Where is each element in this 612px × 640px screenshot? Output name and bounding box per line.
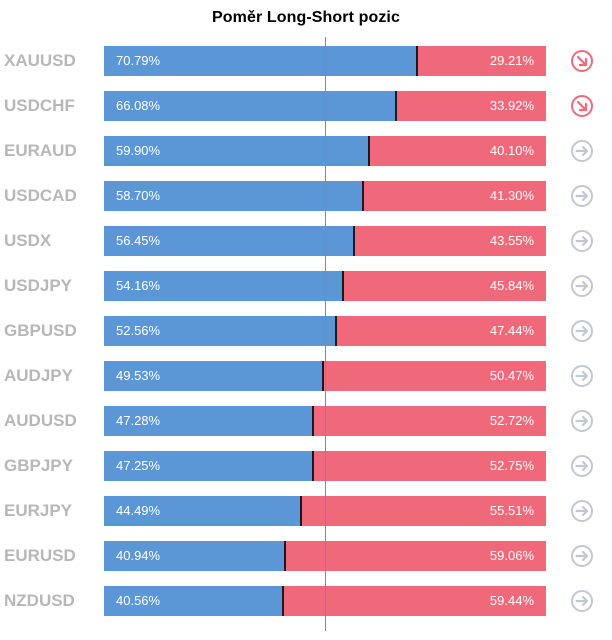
arrow-right-icon [571, 275, 593, 297]
long-bar [104, 136, 369, 166]
long-value-label: 49.53% [116, 368, 161, 383]
short-value-label: 59.44% [489, 593, 534, 608]
bar-divider [367, 136, 370, 166]
long-value-label: 40.56% [116, 593, 161, 608]
pair-label: EURUSD [4, 546, 76, 565]
pair-label: EURAUD [4, 141, 77, 160]
long-value-label: 44.49% [116, 503, 161, 518]
long-value-label: 54.16% [116, 278, 161, 293]
short-bar [312, 451, 546, 481]
short-bar [322, 361, 546, 391]
reference-line-50 [325, 37, 326, 631]
long-bar [104, 226, 354, 256]
long-value-label: 66.08% [116, 98, 161, 113]
short-bar [343, 271, 546, 301]
short-value-label: 55.51% [489, 503, 534, 518]
long-value-label: 52.56% [116, 323, 161, 338]
long-bar [104, 451, 313, 481]
short-value-label: 59.06% [489, 548, 534, 563]
short-value-label: 40.10% [489, 143, 534, 158]
short-value-label: 29.21% [489, 53, 534, 68]
short-bar [283, 586, 546, 616]
bar-divider [362, 181, 365, 211]
long-value-label: 59.90% [116, 143, 161, 158]
short-bar [368, 136, 546, 166]
arrow-down-right-icon [571, 95, 593, 117]
pair-label: GBPUSD [4, 321, 77, 340]
short-bar [416, 46, 546, 76]
arrow-right-icon [571, 545, 593, 567]
arrow-right-icon [571, 410, 593, 432]
short-bar [284, 541, 546, 571]
long-bar [104, 586, 284, 616]
long-bar [104, 181, 364, 211]
short-value-label: 41.30% [489, 188, 534, 203]
chart-title: Poměr Long-Short pozic [212, 9, 400, 26]
short-value-label: 45.84% [489, 278, 534, 293]
arrow-right-icon [571, 230, 593, 252]
long-bar [104, 271, 344, 301]
bar-divider [335, 316, 338, 346]
long-value-label: 47.28% [116, 413, 161, 428]
arrow-right-icon [571, 455, 593, 477]
pair-label: NZDUSD [4, 591, 75, 610]
bar-divider [342, 271, 345, 301]
long-bar [104, 361, 323, 391]
pair-label: USDCAD [4, 186, 77, 205]
pair-label: AUDJPY [4, 366, 73, 385]
bar-divider [321, 361, 324, 391]
bar-divider [311, 406, 314, 436]
short-value-label: 50.47% [489, 368, 534, 383]
bar-divider [311, 451, 314, 481]
long-bar [104, 316, 337, 346]
bar-divider [282, 586, 285, 616]
bar-divider [299, 496, 302, 526]
short-bar [353, 226, 546, 256]
arrow-right-icon [571, 500, 593, 522]
arrow-right-icon [571, 365, 593, 387]
short-value-label: 43.55% [489, 233, 534, 248]
bar-divider [283, 541, 286, 571]
arrow-right-icon [571, 590, 593, 612]
short-bar [363, 181, 546, 211]
arrow-right-icon [571, 185, 593, 207]
short-value-label: 47.44% [489, 323, 534, 338]
pair-label: AUDUSD [4, 411, 77, 430]
short-value-label: 52.72% [489, 413, 534, 428]
long-bar [104, 91, 397, 121]
long-value-label: 47.25% [116, 458, 161, 473]
bar-divider [352, 226, 355, 256]
long-bar [104, 496, 301, 526]
pair-label: XAUUSD [4, 51, 76, 70]
short-bar [336, 316, 546, 346]
long-value-label: 58.70% [116, 188, 161, 203]
long-bar [104, 46, 417, 76]
short-value-label: 33.92% [489, 98, 534, 113]
pair-label: USDJPY [4, 276, 73, 295]
ratio-bar: 59.90% 40.10% [104, 136, 546, 166]
pair-label: EURJPY [4, 501, 73, 520]
bar-divider [395, 91, 398, 121]
arrow-right-icon [571, 320, 593, 342]
arrow-down-right-icon [571, 50, 593, 72]
pair-label: USDCHF [4, 96, 75, 115]
short-bar [396, 91, 546, 121]
long-value-label: 70.79% [116, 53, 161, 68]
long-value-label: 40.94% [116, 548, 161, 563]
bar-divider [415, 46, 418, 76]
long-bar [104, 541, 285, 571]
short-bar [300, 496, 546, 526]
pair-label: GBPJPY [4, 456, 73, 475]
arrow-right-icon [571, 140, 593, 162]
short-bar [312, 406, 546, 436]
pair-label: USDX [4, 231, 52, 250]
long-bar [104, 406, 313, 436]
short-value-label: 52.75% [489, 458, 534, 473]
long-value-label: 56.45% [116, 233, 161, 248]
